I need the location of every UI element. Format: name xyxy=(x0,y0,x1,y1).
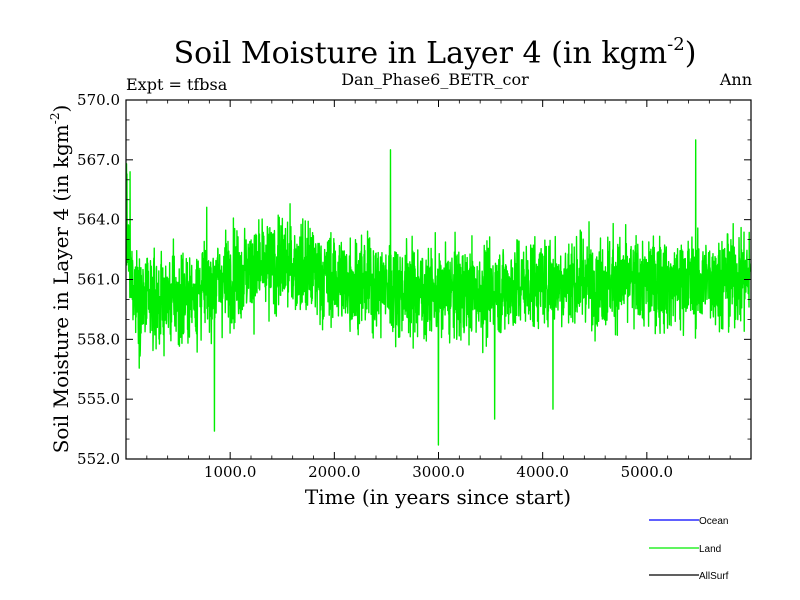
legend-label-land: Land xyxy=(699,544,721,555)
chart-title-superscript: -2 xyxy=(667,34,685,55)
y-tick-label: 564.0 xyxy=(77,211,120,229)
x-tick-label: 1000.0 xyxy=(204,463,257,481)
legend-label-allsurf: AllSurf xyxy=(699,571,729,582)
y-tick-label: 558.0 xyxy=(77,330,120,348)
chart-title-close: ) xyxy=(685,36,697,71)
x-tick-label: 3000.0 xyxy=(412,463,465,481)
tick-layer xyxy=(126,99,751,460)
subtitle-center: Dan_Phase6_BETR_cor xyxy=(341,70,529,89)
y-tick-label: 555.0 xyxy=(77,390,120,408)
y-tick-label: 552.0 xyxy=(77,450,120,468)
subtitle-left: Expt = tfbsa xyxy=(126,75,228,94)
x-axis-label: Time (in years since start) xyxy=(305,485,571,509)
y-axis-label-close: ) xyxy=(49,105,73,113)
y-axis-label: Soil Moisture in Layer 4 (in kgm-2) xyxy=(48,105,73,454)
x-tick-label: 5000.0 xyxy=(621,463,674,481)
y-tick-labels: 552.0 555.0 558.0 561.0 564.0 567.0 570.0 xyxy=(77,91,120,468)
series-line-land xyxy=(126,139,751,446)
legend: Ocean Land AllSurf xyxy=(649,516,729,582)
series-layer xyxy=(126,139,751,446)
x-tick-label: 4000.0 xyxy=(516,463,569,481)
chart-title-main: Soil Moisture in Layer 4 (in kgm xyxy=(174,36,668,71)
y-axis-label-superscript: -2 xyxy=(48,113,62,125)
chart-title: Soil Moisture in Layer 4 (in kgm-2) xyxy=(174,34,697,71)
legend-label-ocean: Ocean xyxy=(699,516,728,527)
y-axis-label-main: Soil Moisture in Layer 4 (in kgm xyxy=(49,124,73,453)
y-tick-label: 570.0 xyxy=(77,91,120,109)
x-tick-labels: 1000.0 2000.0 3000.0 4000.0 5000.0 xyxy=(204,463,673,481)
x-tick-label: 2000.0 xyxy=(308,463,361,481)
y-tick-label: 561.0 xyxy=(77,271,120,289)
subtitle-right: Ann xyxy=(719,70,752,89)
y-tick-label: 567.0 xyxy=(77,151,120,169)
